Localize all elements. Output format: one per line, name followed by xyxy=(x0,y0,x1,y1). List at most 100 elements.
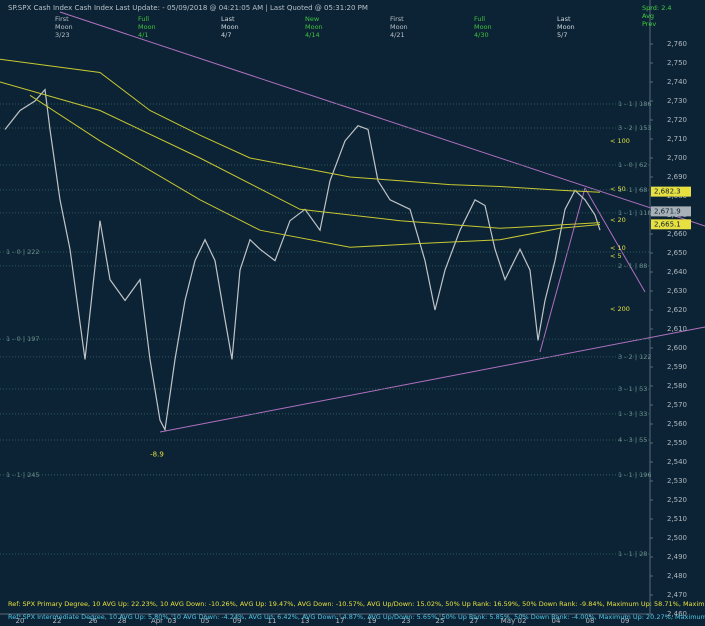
level-label: 1 - 0 | 62 xyxy=(618,161,647,169)
x-tick-label: 05 xyxy=(201,617,210,625)
level-label: 1 - 1 | 186 xyxy=(618,100,651,108)
moon-phase: Moon xyxy=(305,23,323,31)
level-label: 2 - 1 | 88 xyxy=(618,262,647,270)
x-tick-label: 03 xyxy=(168,617,177,625)
moon-phase: Full xyxy=(474,15,485,23)
moon-phase: Moon xyxy=(55,23,73,31)
level-label: 1 - 0 | 197 xyxy=(6,335,39,343)
x-tick-label: 13 xyxy=(301,617,310,625)
y-tick-label: 2,750 xyxy=(667,59,687,67)
y-tick-label: 2,690 xyxy=(667,173,687,181)
status-text: Avg xyxy=(642,12,654,20)
level-label: 1 - 1 | 28 xyxy=(618,550,647,558)
y-tick-label: 2,550 xyxy=(667,439,687,447)
moon-phase: 5/7 xyxy=(557,31,567,39)
price-line xyxy=(4,88,601,432)
x-tick-label: 20 xyxy=(16,617,25,625)
footer-line: Ref: SPX Intermediate Degree, 10 AVG Up:… xyxy=(8,613,705,621)
y-tick-label: 2,600 xyxy=(667,344,687,352)
x-tick-label: 28 xyxy=(118,617,127,625)
ma-label: < 10 xyxy=(610,244,626,252)
x-tick-label: 27 xyxy=(470,617,479,625)
y-tick-label: 2,740 xyxy=(667,78,687,86)
ma-label: < 100 xyxy=(610,137,630,145)
header-title: SP.SPX Cash Index Cash Index Last Update… xyxy=(8,4,368,12)
x-tick-label: May xyxy=(501,617,515,625)
x-tick-label: 22 xyxy=(53,617,62,625)
x-tick-label: 23 xyxy=(402,617,411,625)
moon-phase: Moon xyxy=(138,23,156,31)
ma-label: < 5 xyxy=(610,252,622,260)
moon-phase: Moon xyxy=(221,23,239,31)
moon-phase: Last xyxy=(557,15,571,23)
moon-phase: 4/30 xyxy=(474,31,489,39)
level-label: 1 - 1 | 118 xyxy=(618,209,651,217)
x-tick-label: 17 xyxy=(336,617,345,625)
x-tick-label: 26 xyxy=(89,617,98,625)
moon-phase: New xyxy=(305,15,320,23)
y-tick-label: 2,460 xyxy=(667,610,687,618)
level-label: 3 - 2 | 153 xyxy=(618,124,651,132)
x-tick-label: 08 xyxy=(586,617,595,625)
level-label: 1 - 0 | 222 xyxy=(6,248,39,256)
trend-line xyxy=(539,187,586,353)
price-tag-label: 2,671.9 xyxy=(654,207,681,215)
x-tick-label: 25 xyxy=(436,617,445,625)
moon-phase: Moon xyxy=(474,23,492,31)
trend-line xyxy=(584,187,646,293)
moon-phase: 4/21 xyxy=(390,31,405,39)
moon-phase: Moon xyxy=(557,23,575,31)
x-tick-label: 02 xyxy=(518,617,527,625)
y-tick-label: 2,540 xyxy=(667,458,687,466)
level-label: 1 - 3 | 33 xyxy=(618,410,647,418)
moon-phase: First xyxy=(390,15,404,23)
level-label: 1 - 1 | 245 xyxy=(6,471,39,479)
x-tick-label: Apr xyxy=(151,617,163,625)
y-tick-label: 2,570 xyxy=(667,401,687,409)
price-tag xyxy=(651,186,691,197)
x-tick-label: 09 xyxy=(233,617,242,625)
x-tick-label: 19 xyxy=(368,617,377,625)
moon-phase: 4/14 xyxy=(305,31,320,39)
y-tick-label: 2,500 xyxy=(667,534,687,542)
moon-phase: Moon xyxy=(390,23,408,31)
y-tick-label: 2,610 xyxy=(667,325,687,333)
y-tick-label: 2,510 xyxy=(667,515,687,523)
level-label: 3 - 1 | 53 xyxy=(618,385,647,393)
y-tick-label: 2,700 xyxy=(667,154,687,162)
y-tick-label: 2,760 xyxy=(667,40,687,48)
price-tag xyxy=(651,219,691,230)
moon-phase: 4/1 xyxy=(138,31,148,39)
y-tick-label: 2,530 xyxy=(667,477,687,485)
status-text: Prev xyxy=(642,20,656,28)
moon-phase: First xyxy=(55,15,69,23)
ma-label: < 20 xyxy=(610,216,626,224)
moving-average xyxy=(0,81,601,229)
ma-label: < 200 xyxy=(610,305,630,313)
moon-phase: Last xyxy=(221,15,235,23)
price-tag-label: 2,665.1 xyxy=(654,220,681,228)
level-label: 1 - 1 | 196 xyxy=(618,471,651,479)
annotation: -8.9 xyxy=(150,450,164,458)
moving-average xyxy=(29,94,601,248)
y-tick-label: 2,640 xyxy=(667,268,687,276)
y-tick-label: 2,490 xyxy=(667,553,687,561)
moon-phase: Full xyxy=(138,15,149,23)
level-label: 1 - 1 | 68 xyxy=(618,186,647,194)
y-tick-label: 2,480 xyxy=(667,572,687,580)
y-tick-label: 2,630 xyxy=(667,287,687,295)
y-tick-label: 2,660 xyxy=(667,230,687,238)
y-tick-label: 2,650 xyxy=(667,249,687,257)
moon-phase: 4/7 xyxy=(221,31,231,39)
x-tick-label: 11 xyxy=(268,617,277,625)
y-tick-label: 2,470 xyxy=(667,591,687,599)
moving-average xyxy=(0,58,601,193)
moon-phase: 3/23 xyxy=(55,31,70,39)
y-tick-label: 2,620 xyxy=(667,306,687,314)
status-text: Sprd: 2.4 xyxy=(642,4,672,12)
y-tick-label: 2,560 xyxy=(667,420,687,428)
ma-label: < 50 xyxy=(610,185,626,193)
y-tick-label: 2,710 xyxy=(667,135,687,143)
